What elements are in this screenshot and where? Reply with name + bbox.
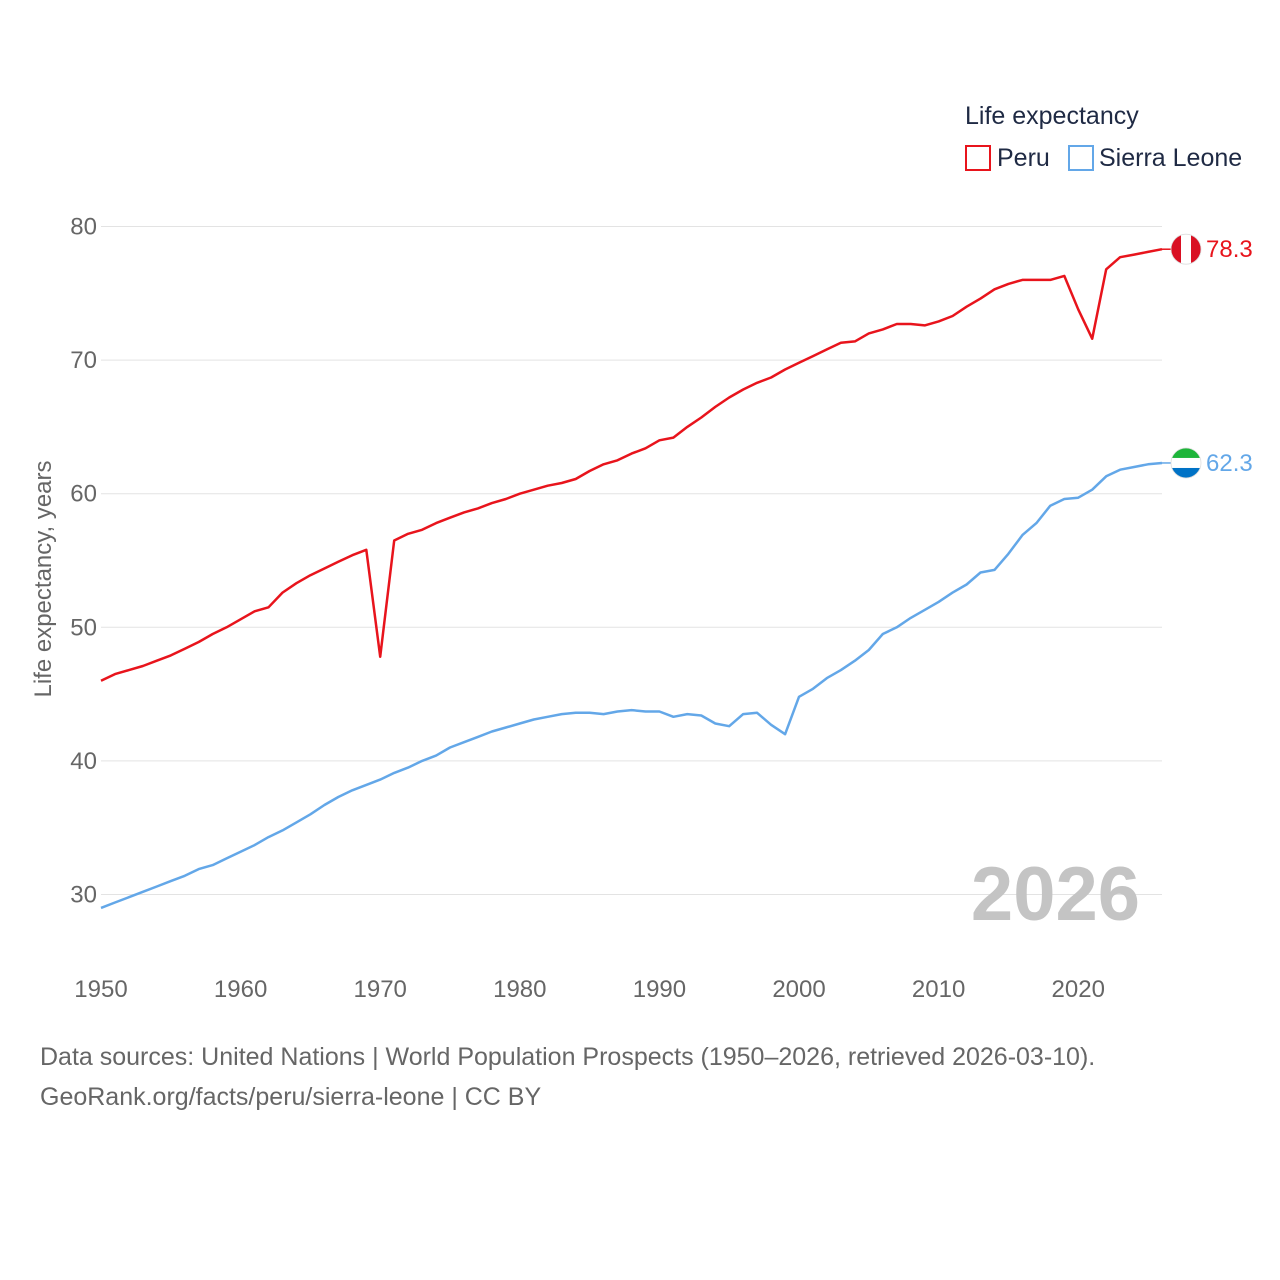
- legend-item-sierra-leone[interactable]: Sierra Leone: [1068, 144, 1242, 172]
- x-tick-label: 1950: [74, 976, 127, 1003]
- legend-label-peru: Peru: [997, 144, 1050, 172]
- y-tick-label: 50: [70, 614, 97, 641]
- x-tick-label: 1960: [214, 976, 267, 1003]
- x-tick-label: 1980: [493, 976, 546, 1003]
- x-axis-ticks: 1950 1960 1970 1980 1990 2000 2010 2020: [74, 976, 1105, 1003]
- y-axis-label: Life expectancy, years: [30, 460, 57, 697]
- credit-note: GeoRank.org/facts/peru/sierra-leone | CC…: [40, 1083, 542, 1111]
- legend-swatch-peru: [965, 145, 991, 171]
- legend: Life expectancy Peru Sierra Leone: [965, 102, 1242, 172]
- x-tick-label: 2010: [912, 976, 965, 1003]
- series-line-sierra-leone[interactable]: [100, 461, 1163, 910]
- y-axis-ticks: 30 40 50 60 70 80: [70, 214, 97, 909]
- series-end-markers: 78.3 62.3: [1162, 233, 1253, 479]
- y-tick-label: 70: [70, 347, 97, 374]
- y-tick-label: 60: [70, 481, 97, 508]
- x-tick-label: 2000: [772, 976, 825, 1003]
- y-tick-label: 30: [70, 882, 97, 909]
- x-tick-label: 1970: [354, 976, 407, 1003]
- x-tick-label: 2020: [1052, 976, 1105, 1003]
- gridlines: [101, 226, 1162, 895]
- series-lines: [100, 247, 1163, 910]
- peru-flag-icon: [1170, 233, 1202, 265]
- x-tick-label: 1990: [633, 976, 686, 1003]
- y-tick-label: 80: [70, 214, 97, 241]
- y-tick-label: 40: [70, 748, 97, 775]
- end-value-label-peru: 78.3: [1206, 236, 1253, 263]
- life-expectancy-chart: 30 40 50 60 70 80 1950 1960 1970 1980 1990 2000 201…: [30, 102, 1253, 1003]
- legend-swatch-sierra-leone: [1068, 145, 1094, 171]
- series-line-peru[interactable]: [100, 247, 1163, 682]
- sierra-leone-flag-icon: [1170, 447, 1202, 479]
- year-watermark: 2026: [971, 852, 1140, 937]
- legend-label-sierra-leone: Sierra Leone: [1099, 144, 1242, 172]
- legend-title: Life expectancy: [965, 102, 1139, 130]
- legend-item-peru[interactable]: Peru: [965, 144, 1050, 172]
- data-sources-note: Data sources: United Nations | World Pop…: [40, 1043, 1096, 1071]
- end-value-label-sierra-leone: 62.3: [1206, 450, 1253, 477]
